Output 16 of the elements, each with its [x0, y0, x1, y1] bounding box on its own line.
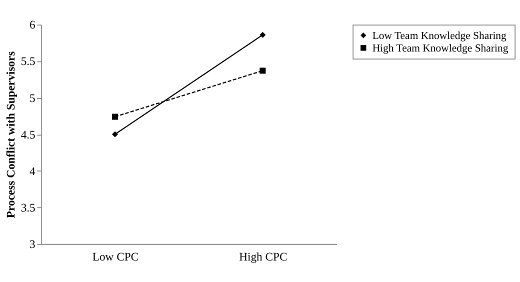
y-tick-label: 3.5	[20, 201, 36, 214]
y-tick-label: 4	[30, 164, 36, 178]
y-tick-label: 6	[30, 18, 36, 32]
x-tick-label: High CPC	[239, 250, 288, 264]
point	[260, 68, 266, 74]
point	[112, 114, 118, 120]
y-tick-label: 4.5	[20, 128, 36, 142]
x-tick-label: Low CPC	[92, 250, 139, 264]
y-axis-title: Process Conflict with Supervisors	[4, 50, 18, 218]
y-tick-label: 3	[30, 238, 36, 251]
point	[260, 32, 266, 38]
point	[112, 131, 118, 138]
legend-label: High Team Knowledge Sharing	[372, 42, 509, 54]
y-tick-label: 5.5	[20, 55, 36, 68]
legend-label: Low Team Knowledge Sharing	[372, 30, 508, 42]
y-tick-label: 5	[30, 92, 36, 105]
